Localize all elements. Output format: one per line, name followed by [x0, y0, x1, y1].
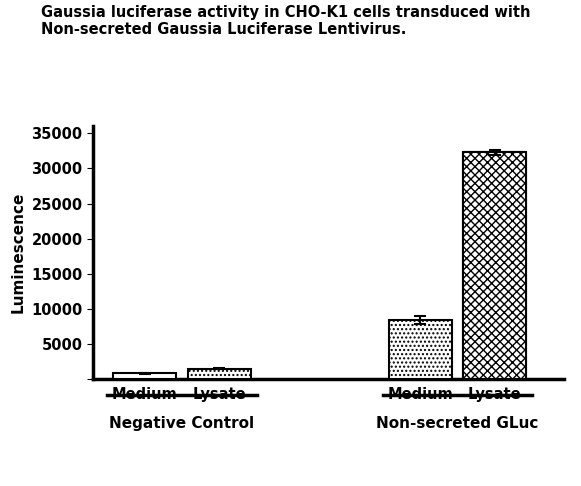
Text: Non-secreted GLuc: Non-secreted GLuc	[376, 416, 539, 431]
Bar	[463, 152, 526, 379]
Text: Gaussia luciferase activity in CHO-K1 cells transduced with
Non-secreted Gaussia: Gaussia luciferase activity in CHO-K1 ce…	[41, 5, 530, 37]
Y-axis label: Luminescence: Luminescence	[10, 192, 26, 313]
Text: Negative Control: Negative Control	[109, 416, 254, 431]
Bar	[389, 320, 451, 379]
Bar	[463, 152, 526, 379]
Bar	[463, 152, 526, 379]
Bar	[113, 373, 176, 379]
Bar	[188, 368, 251, 379]
